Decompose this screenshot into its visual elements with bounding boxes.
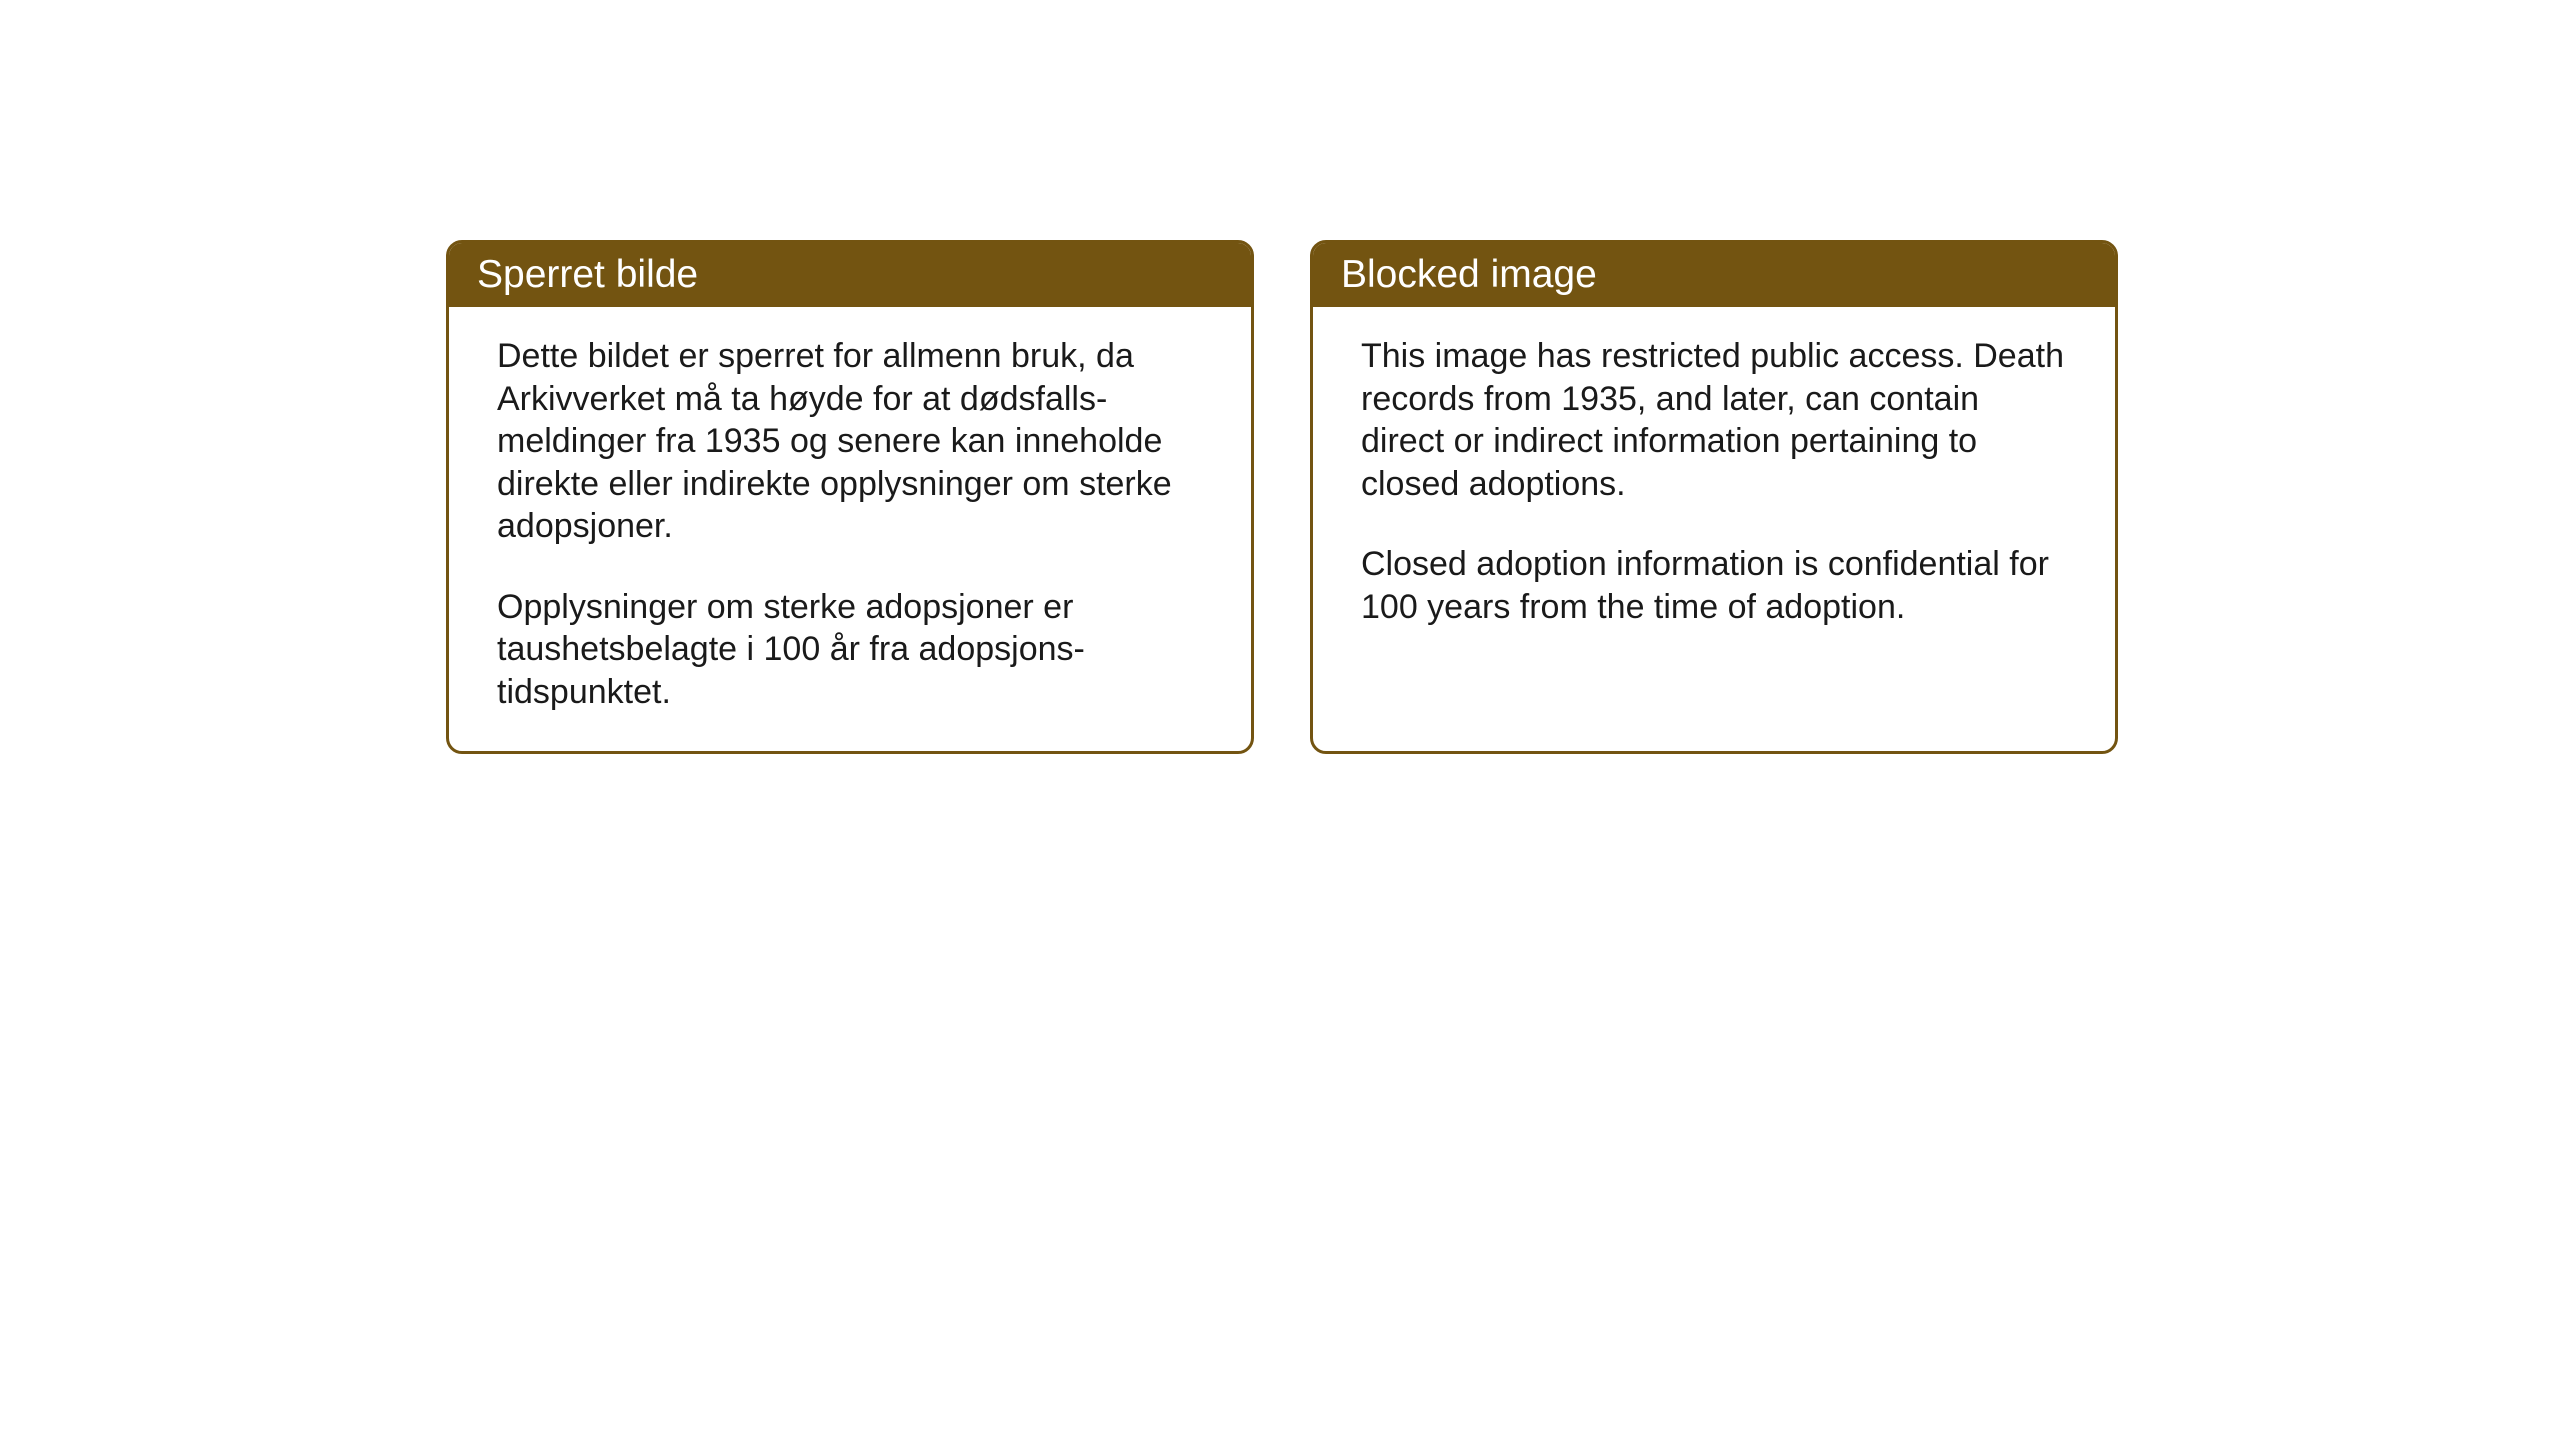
notice-paragraph-1-english: This image has restricted public access.… bbox=[1361, 335, 2067, 505]
notice-paragraph-1-norwegian: Dette bildet er sperret for allmenn bruk… bbox=[497, 335, 1203, 548]
notice-paragraph-2-norwegian: Opplysninger om sterke adopsjoner er tau… bbox=[497, 586, 1203, 714]
notice-container: Sperret bilde Dette bildet er sperret fo… bbox=[446, 240, 2118, 754]
notice-card-english: Blocked image This image has restricted … bbox=[1310, 240, 2118, 754]
notice-body-norwegian: Dette bildet er sperret for allmenn bruk… bbox=[449, 307, 1251, 751]
notice-header-english: Blocked image bbox=[1313, 243, 2115, 307]
notice-paragraph-2-english: Closed adoption information is confident… bbox=[1361, 543, 2067, 628]
notice-body-english: This image has restricted public access.… bbox=[1313, 307, 2115, 666]
notice-header-norwegian: Sperret bilde bbox=[449, 243, 1251, 307]
notice-title-english: Blocked image bbox=[1341, 253, 1597, 296]
notice-card-norwegian: Sperret bilde Dette bildet er sperret fo… bbox=[446, 240, 1254, 754]
notice-title-norwegian: Sperret bilde bbox=[477, 253, 698, 296]
